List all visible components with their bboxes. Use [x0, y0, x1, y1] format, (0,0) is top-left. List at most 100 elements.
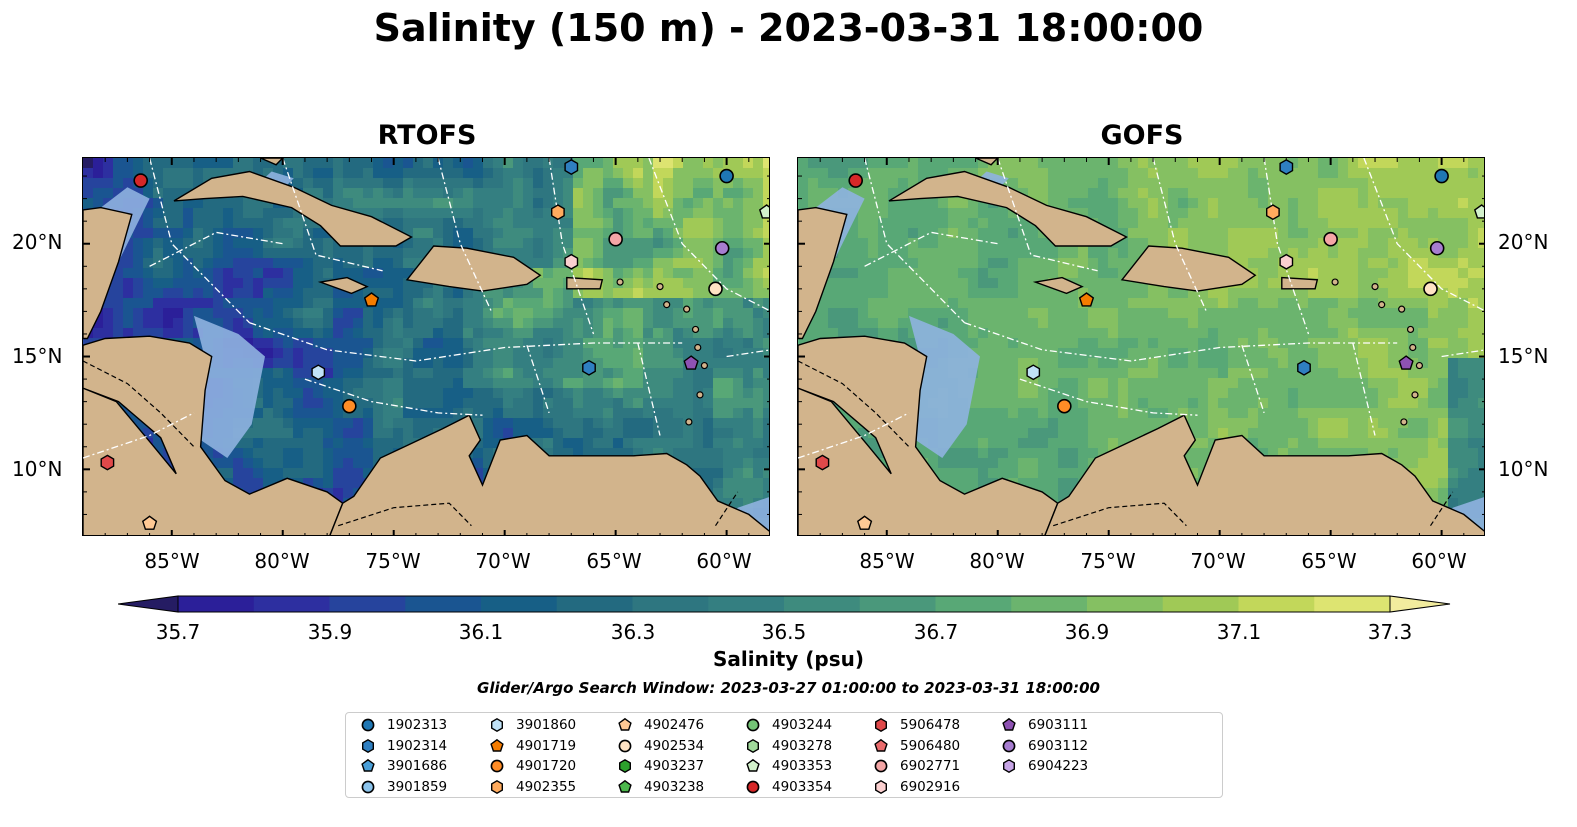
land-yucatan	[798, 206, 848, 340]
colorbar-tick-36-1: 36.1	[458, 620, 504, 644]
eez-boundary	[437, 158, 492, 312]
circle-marker-icon	[874, 759, 888, 773]
eez-boundary	[964, 322, 1398, 362]
lon-label-gofs-70w: 70°W	[1190, 549, 1246, 573]
colorbar-tick-37-3: 37.3	[1367, 620, 1413, 644]
colorbar-tick-36-7: 36.7	[913, 620, 959, 644]
colorbar-extend-low	[118, 595, 179, 613]
legend-label: 6903111	[1028, 717, 1089, 733]
island	[656, 282, 664, 291]
rtofs-panel-title: RTOFS	[377, 120, 477, 151]
colorbar-segment	[632, 596, 709, 612]
float-marker-5906478	[100, 454, 115, 471]
eez-boundary	[304, 378, 483, 416]
legend-item-3901860: 3901860	[489, 717, 576, 733]
legend-item-1902313: 1902313	[360, 717, 447, 733]
legend-label: 4901719	[516, 737, 577, 754]
colorbar-segment	[1087, 596, 1164, 612]
island	[685, 418, 693, 426]
land-hispaniola	[405, 245, 542, 292]
circle-marker-icon	[746, 718, 760, 732]
eez-boundary	[83, 412, 195, 459]
circle-marker-icon	[746, 780, 760, 793]
float-marker-4901719	[363, 292, 380, 307]
gofs-map	[797, 157, 1485, 536]
float-marker-6902771	[608, 231, 623, 247]
land-yucatan	[83, 206, 133, 340]
legend-label: 4902476	[644, 717, 705, 733]
eez-boundary	[1363, 158, 1484, 312]
island	[616, 278, 624, 286]
eez-boundary	[148, 158, 250, 324]
legend-label: 6904223	[1028, 758, 1089, 774]
legend-label: 6903112	[1028, 737, 1089, 754]
island	[691, 325, 700, 334]
colorbar-segment	[859, 596, 937, 612]
legend-item-6903112: 6903112	[1001, 738, 1088, 754]
island	[1331, 278, 1339, 286]
float-marker-6903112	[714, 240, 730, 256]
legend-label: 4903244	[772, 717, 833, 733]
eez-boundary	[798, 412, 910, 459]
legend-item-4903278: 4903278	[745, 738, 832, 754]
lat-label-left-15n: 15°N	[12, 344, 63, 368]
colorbar-segment	[556, 596, 634, 612]
float-marker-1902314	[1297, 359, 1311, 376]
island	[1371, 282, 1379, 291]
shelf-area	[909, 315, 980, 458]
legend-label: 6902771	[900, 758, 961, 774]
lon-label-gofs-60w: 60°W	[1411, 549, 1467, 573]
float-marker-4901720	[342, 398, 357, 414]
float-marker-4902534	[1423, 281, 1438, 297]
colorbar-tick-35-9: 35.9	[307, 620, 353, 644]
float-marker-1902313	[1434, 168, 1449, 184]
legend-label: 6902916	[900, 778, 961, 795]
legend-label: 5906480	[900, 737, 961, 754]
float-marker-4902355	[1266, 204, 1280, 221]
eez-boundary	[1352, 342, 1376, 436]
lat-label-left-20n: 20°N	[12, 230, 63, 254]
float-marker-4901719	[1078, 292, 1095, 307]
pentagon-marker-icon	[618, 717, 632, 731]
island	[1378, 301, 1386, 309]
pentagon-marker-icon	[874, 738, 888, 752]
legend-item-6903111: 6903111	[1001, 717, 1088, 733]
float-marker-6903112	[1429, 240, 1445, 256]
lon-label-gofs-75w: 75°W	[1080, 549, 1136, 573]
hexagon-marker-icon	[362, 738, 374, 753]
lon-label-rtofs-70w: 70°W	[475, 549, 531, 573]
colorbar-tick-37-1: 37.1	[1216, 620, 1262, 644]
island	[1406, 325, 1415, 334]
float-legend: 1902313 1902314 3901686 3901859 3901860 49017…	[345, 712, 1223, 798]
island	[1398, 305, 1406, 313]
land-cuba	[888, 170, 1128, 247]
pentagon-marker-icon	[618, 779, 632, 793]
hexagon-marker-icon	[875, 779, 887, 794]
land-southam	[1044, 414, 1484, 535]
eez-boundary	[1019, 378, 1198, 416]
land-northfl	[975, 158, 999, 166]
island	[700, 361, 709, 370]
land-hispaniola	[1120, 245, 1257, 292]
circle-marker-icon	[618, 739, 632, 752]
eez-boundary	[648, 158, 769, 312]
hexagon-marker-icon	[619, 758, 631, 774]
lon-label-rtofs-75w: 75°W	[365, 549, 421, 573]
lon-label-rtofs-65w: 65°W	[586, 549, 642, 573]
island	[683, 305, 691, 313]
eez-boundary	[1241, 344, 1265, 414]
hexagon-marker-icon	[747, 738, 759, 753]
colorbar-extend-high	[1389, 595, 1451, 613]
legend-label: 1902314	[387, 737, 448, 754]
island	[1411, 391, 1419, 399]
lon-label-gofs-85w: 85°W	[859, 549, 915, 573]
legend-item-1902314: 1902314	[360, 738, 447, 754]
hexagon-marker-icon	[491, 717, 503, 733]
circle-marker-icon	[490, 759, 504, 773]
legend-item-4903354: 4903354	[745, 779, 832, 795]
eez-boundary	[282, 158, 383, 272]
lat-label-right-20n: 20°N	[1498, 230, 1549, 254]
float-marker-1902314	[582, 359, 596, 376]
rtofs-map	[82, 157, 770, 536]
colorbar-segment	[1011, 596, 1088, 612]
